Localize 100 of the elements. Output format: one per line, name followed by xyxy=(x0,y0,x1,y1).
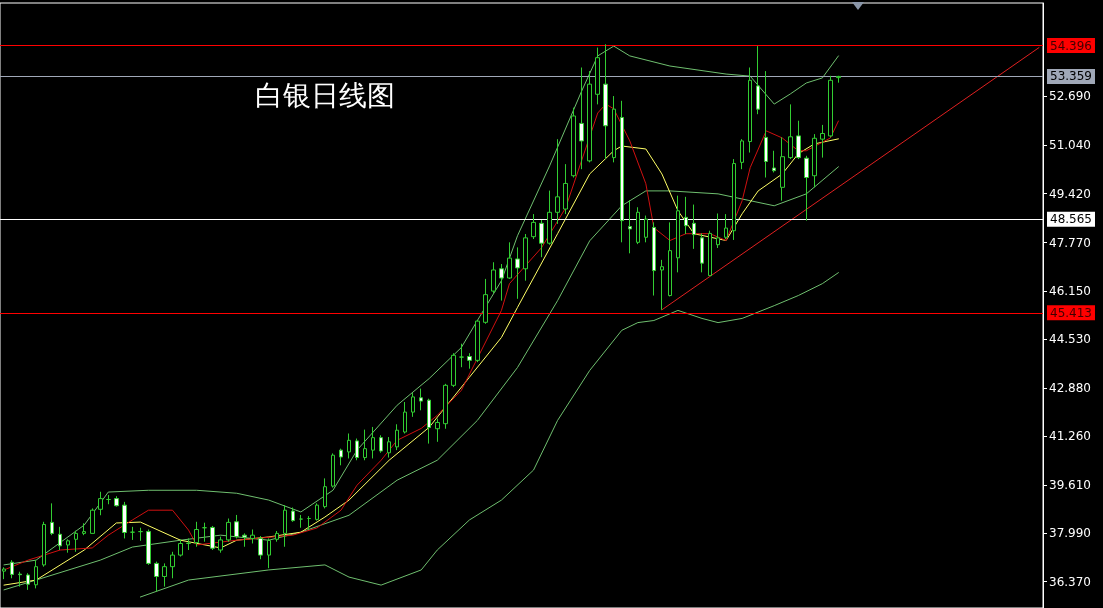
candlestick xyxy=(363,429,367,461)
candlestick xyxy=(668,221,672,297)
candlestick xyxy=(563,163,568,215)
candlestick xyxy=(724,213,728,240)
candlestick xyxy=(114,495,119,508)
candlestick xyxy=(748,67,752,154)
candlestick xyxy=(82,522,86,536)
candlestick xyxy=(483,278,488,325)
candlestick xyxy=(652,221,656,297)
candlestick xyxy=(411,392,415,418)
candlestick xyxy=(26,572,30,591)
candlestick xyxy=(138,527,143,542)
candlestick xyxy=(515,246,520,300)
candlestick xyxy=(732,158,736,241)
candlestick xyxy=(579,67,584,170)
candlestick xyxy=(612,95,616,163)
candlestick xyxy=(451,352,456,388)
candlestick xyxy=(299,514,303,529)
candlestick xyxy=(10,559,14,579)
candlestick xyxy=(660,259,664,311)
candlestick xyxy=(571,107,576,179)
y-tick-label: 36.370 xyxy=(1049,574,1091,589)
candlestick xyxy=(50,502,54,536)
candlestick xyxy=(443,383,448,430)
candlestick xyxy=(291,507,295,523)
candlestick xyxy=(250,529,255,544)
candlestick xyxy=(555,138,560,225)
candlestick xyxy=(828,75,833,138)
candlestick xyxy=(491,261,496,294)
ref-line-label: 45.413 xyxy=(1050,305,1092,320)
y-tick-label: 49.420 xyxy=(1049,186,1091,201)
candlestick xyxy=(154,561,159,593)
candlestick xyxy=(427,398,431,445)
candlestick xyxy=(146,529,151,566)
y-tick-label: 39.610 xyxy=(1049,478,1091,493)
ref-line-label: 53.359 xyxy=(1050,69,1092,84)
candlestick xyxy=(772,150,776,173)
y-tick-label: 52.690 xyxy=(1049,89,1091,104)
candlestick xyxy=(90,507,95,534)
candlestick xyxy=(788,103,793,160)
candlestick xyxy=(587,70,592,163)
candlestick xyxy=(395,423,399,451)
candlestick xyxy=(764,70,768,179)
candlestick xyxy=(194,521,199,548)
candlestick xyxy=(226,518,231,543)
line-series xyxy=(139,272,839,598)
candlestick xyxy=(644,215,648,243)
candlestick xyxy=(603,43,608,160)
candlestick xyxy=(42,521,46,568)
candlestick xyxy=(636,206,640,245)
y-tick-label: 51.040 xyxy=(1049,138,1091,153)
candlestick xyxy=(66,538,70,554)
candlestick xyxy=(283,504,287,548)
candlestick xyxy=(459,343,464,368)
candlestick xyxy=(202,522,207,543)
candlestick xyxy=(676,195,680,273)
candlestick xyxy=(820,124,825,159)
candlestick xyxy=(387,436,391,459)
candlestick xyxy=(210,525,215,551)
candlestick xyxy=(331,452,335,489)
y-tick-label: 46.150 xyxy=(1049,283,1091,298)
candlestick xyxy=(178,538,183,558)
candlestick xyxy=(796,120,801,160)
candlestick xyxy=(234,514,239,539)
candlestick xyxy=(379,434,383,454)
candlestick xyxy=(323,477,327,509)
candlestick xyxy=(371,426,375,459)
candlestick xyxy=(355,438,359,461)
ref-line-label: 48.565 xyxy=(1050,212,1092,227)
candlestick xyxy=(130,526,135,541)
candlestick xyxy=(403,401,407,434)
y-tick-label: 41.260 xyxy=(1049,429,1091,444)
candlestick xyxy=(74,530,78,553)
candlestick xyxy=(812,133,817,188)
candlestick xyxy=(780,136,785,202)
candlestick xyxy=(475,319,480,363)
candlestick xyxy=(419,388,423,411)
candlestick xyxy=(186,537,191,551)
y-tick-label: 44.530 xyxy=(1049,331,1091,346)
candlestick xyxy=(170,551,175,579)
ref-line-label: 54.396 xyxy=(1050,38,1092,53)
candlestick xyxy=(315,502,319,522)
candlestick xyxy=(162,562,167,588)
candlestick xyxy=(836,75,841,84)
candlestick xyxy=(740,138,744,170)
candlestick xyxy=(122,501,127,539)
candlestick xyxy=(267,537,271,569)
candlestick xyxy=(708,230,712,277)
candlestick xyxy=(34,559,38,589)
candlestick xyxy=(531,213,536,240)
candlestick xyxy=(18,571,22,588)
candlestick xyxy=(58,526,62,551)
text: 白银日线图 xyxy=(255,78,395,112)
candlestick xyxy=(595,47,600,105)
candlestick xyxy=(347,432,351,459)
candlestick xyxy=(507,241,512,280)
candlestick xyxy=(307,515,311,531)
y-tick-label: 37.990 xyxy=(1049,526,1091,541)
candlestick xyxy=(756,45,760,115)
y-tick-label: 47.770 xyxy=(1049,235,1091,250)
